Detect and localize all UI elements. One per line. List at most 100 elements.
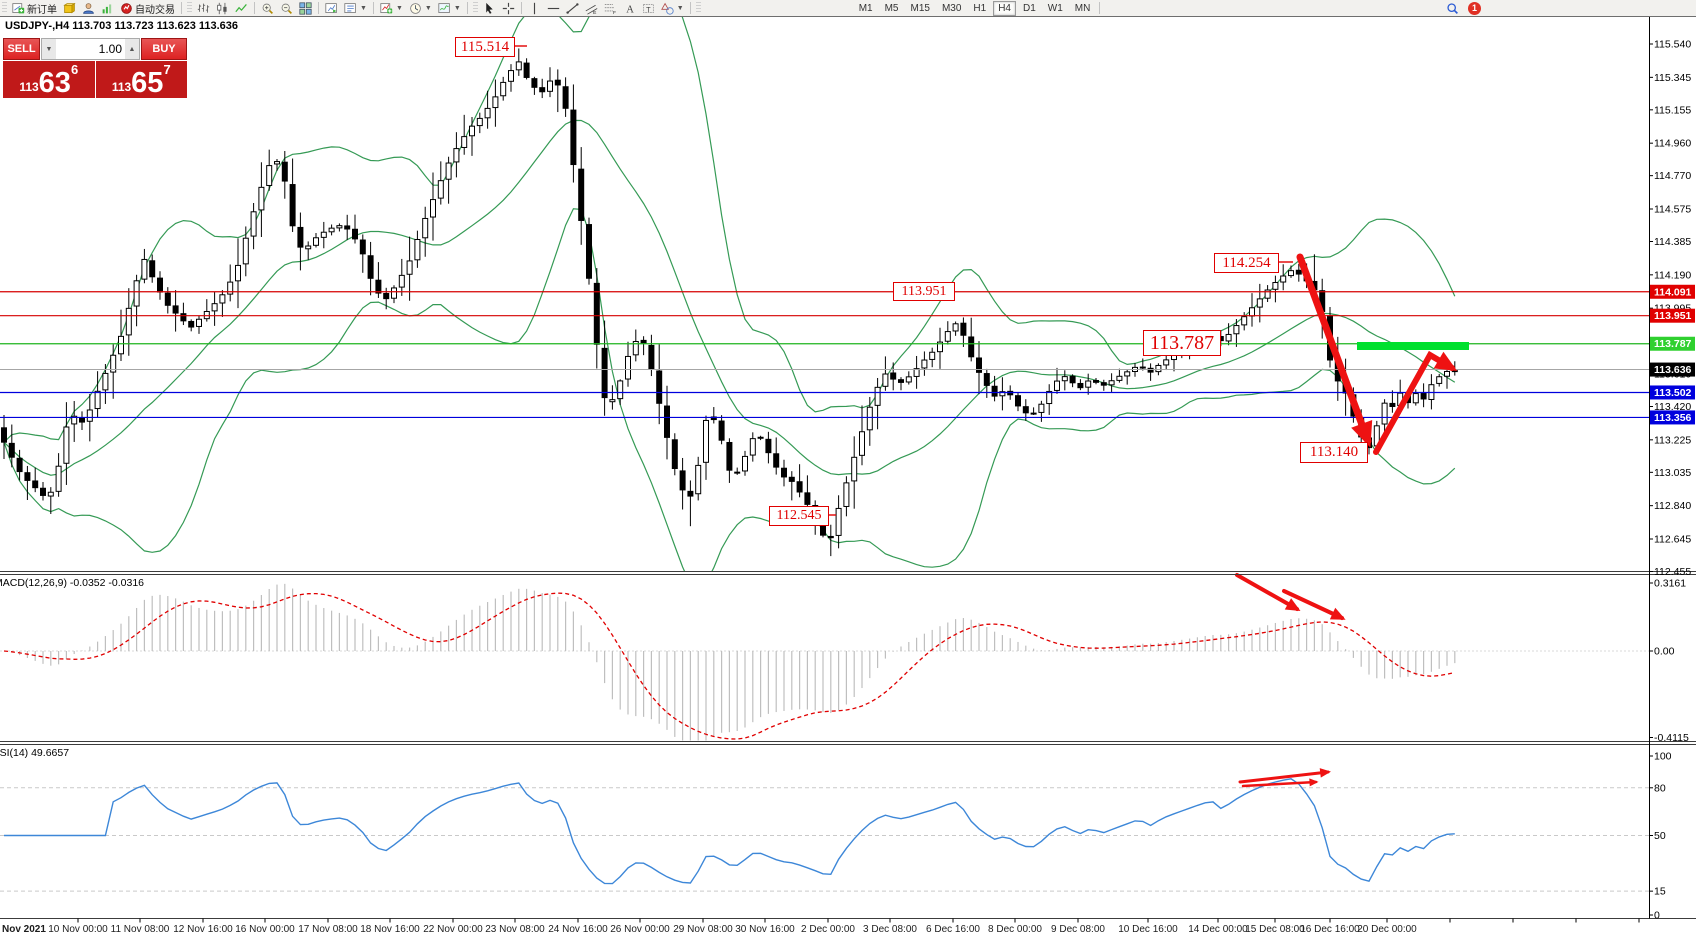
candle-body xyxy=(937,341,943,353)
axis-price-flag xyxy=(1650,385,1695,400)
candle-body xyxy=(866,406,873,431)
bid-prefix: 113 xyxy=(19,80,39,94)
chart-title: USDJPY-,H4 113.703 113.723 113.623 113.6… xyxy=(5,20,239,32)
time-axis-label: 10 Nov 00:00 xyxy=(48,924,108,935)
price-axis[interactable]: 115.540 115.345 115.155 114.960 114.770 114.5… xyxy=(1649,39,1695,922)
notification-badge[interactable]: 1 xyxy=(1468,1,1481,15)
arrow-head xyxy=(1329,607,1346,620)
volume-increase-button[interactable]: ▲ xyxy=(125,39,139,59)
candle-body xyxy=(118,335,124,355)
templates-button[interactable]: ▼ xyxy=(435,1,464,15)
market-watch-button[interactable] xyxy=(60,1,79,15)
timeframe-w1-button[interactable]: W1 xyxy=(1047,2,1063,14)
timeframe-m30-button[interactable]: M30 xyxy=(941,2,962,14)
axis-price-flag xyxy=(1650,410,1695,425)
ask-price-button[interactable]: 113 65 7 xyxy=(95,61,187,98)
crosshair-tool-button[interactable] xyxy=(499,1,518,15)
svg-text:E: E xyxy=(593,10,597,15)
chart-profiles-button[interactable]: ▼ xyxy=(341,1,370,15)
fibonacci-tool-button[interactable]: F xyxy=(601,1,620,15)
timeframe-h1-button[interactable]: H1 xyxy=(973,2,987,14)
time-axis-label: 2 Dec 00:00 xyxy=(801,924,855,935)
candle-body xyxy=(1069,375,1076,384)
text-label-tool-button[interactable]: T xyxy=(639,1,658,15)
signals-button[interactable] xyxy=(98,1,117,15)
candle-body xyxy=(1085,380,1092,388)
search-button[interactable] xyxy=(1443,1,1462,15)
candle-body xyxy=(586,224,592,279)
arrow-head xyxy=(1319,768,1331,778)
time-axis-label: 17 Nov 08:00 xyxy=(298,924,358,935)
axis-price-flag-label: 113.502 xyxy=(1654,387,1692,399)
equidistant-channel-tool-button[interactable]: E xyxy=(582,1,601,15)
time-axis-label: 24 Nov 16:00 xyxy=(548,924,608,935)
candle-body xyxy=(1022,406,1029,414)
price-axis-label: 114.960 xyxy=(1654,138,1691,150)
candle-body xyxy=(476,117,483,127)
tile-windows-button[interactable] xyxy=(296,1,315,15)
timeframe-h4-button[interactable]: H4 xyxy=(993,0,1016,16)
time-axis[interactable]: Nov 2021 10 Nov 00:00 11 Nov 08:00 12 Nov 1… xyxy=(2,918,1640,936)
candle-body xyxy=(960,322,967,336)
new-chart-button[interactable] xyxy=(322,1,341,15)
candle-body xyxy=(905,376,912,383)
volume-decrease-button[interactable]: ▼ xyxy=(42,39,56,59)
horizontal-line-tool-button[interactable] xyxy=(544,1,563,15)
candle-body xyxy=(952,323,959,332)
autotrading-button[interactable]: 自动交易 xyxy=(117,1,178,16)
timeframe-mn-button[interactable]: MN xyxy=(1074,2,1091,14)
timeframe-m15-button[interactable]: M15 xyxy=(910,2,930,14)
trendline-tool-button[interactable] xyxy=(563,1,582,15)
profile-button[interactable] xyxy=(79,1,98,15)
candle-body xyxy=(1100,382,1107,386)
zoom-in-button[interactable] xyxy=(258,1,277,15)
new-order-button[interactable]: 新订单 xyxy=(9,1,60,16)
price-axis-label: 100 xyxy=(1654,751,1672,763)
timeframe-m5-button[interactable]: M5 xyxy=(884,2,899,14)
indicators-button[interactable]: ▼ xyxy=(377,1,406,15)
candle-body xyxy=(352,228,358,240)
candle-body xyxy=(1077,382,1084,389)
arrows-tool-button[interactable]: ▼ xyxy=(658,1,687,15)
toolbar-separator xyxy=(1099,2,1101,14)
bar-chart-button[interactable] xyxy=(194,1,213,15)
candle-body xyxy=(718,420,725,441)
timeframe-m1-button[interactable]: M1 xyxy=(858,2,873,14)
periods-button[interactable]: ▼ xyxy=(406,1,435,15)
candle-body xyxy=(500,81,507,97)
sell-button[interactable]: SELL xyxy=(3,38,40,60)
candle-chart-button[interactable] xyxy=(213,1,232,15)
toolbar-separator xyxy=(181,2,182,14)
candle-body xyxy=(757,436,764,439)
drawn-arrow xyxy=(1282,589,1344,620)
candle-body xyxy=(289,184,296,227)
buy-button[interactable]: BUY xyxy=(141,38,187,60)
vertical-line-tool-button[interactable] xyxy=(525,1,544,15)
volume-input[interactable] xyxy=(56,39,125,59)
zoom-out-button[interactable] xyxy=(277,1,296,15)
time-axis-label: 26 Nov 00:00 xyxy=(610,924,670,935)
candle-body xyxy=(375,279,382,294)
cursor-tool-button[interactable] xyxy=(480,1,499,15)
candle-body xyxy=(1272,282,1279,290)
candle-body xyxy=(211,303,218,312)
candle-body xyxy=(679,470,686,491)
line-chart-button[interactable] xyxy=(232,1,251,15)
time-axis-label: 29 Nov 08:00 xyxy=(673,924,733,935)
chevron-down-icon: ▼ xyxy=(395,4,403,12)
ask-pip-digit: 7 xyxy=(163,62,171,77)
candle-body xyxy=(578,168,585,221)
candle-body xyxy=(71,415,78,425)
candle-body xyxy=(929,351,936,360)
candle-body xyxy=(609,399,616,403)
timeframe-d1-button[interactable]: D1 xyxy=(1023,2,1036,14)
price-axis-label: 114.385 xyxy=(1654,236,1691,248)
bid-price-button[interactable]: 113 63 6 xyxy=(3,61,95,98)
axis-price-flag-label: 113.787 xyxy=(1654,338,1692,350)
candle-body xyxy=(359,239,366,255)
candle-body xyxy=(180,313,187,322)
drawn-green-zone xyxy=(1357,342,1469,350)
price-axis-label: 15 xyxy=(1654,886,1666,898)
text-tool-button[interactable]: A xyxy=(620,1,639,15)
